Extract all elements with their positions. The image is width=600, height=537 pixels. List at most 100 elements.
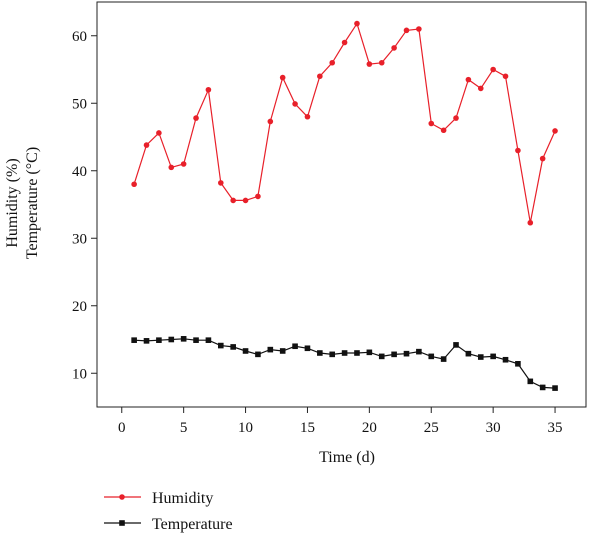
data-point-temperature xyxy=(279,348,286,354)
data-point-temperature xyxy=(515,361,521,367)
data-point-temperature xyxy=(477,354,484,360)
legend-marker-humidity xyxy=(119,494,125,500)
data-point-humidity xyxy=(217,180,224,186)
data-point-humidity xyxy=(279,74,286,81)
data-point-temperature xyxy=(317,350,323,356)
data-point-humidity xyxy=(366,61,373,67)
legend-item-temperature: Temperature xyxy=(104,516,233,533)
y-axis: 10 20 30 40 50 60 xyxy=(72,29,97,382)
data-point-humidity xyxy=(391,45,397,51)
series-layer xyxy=(131,20,558,391)
data-point-temperature xyxy=(502,356,509,363)
data-point-temperature xyxy=(440,356,447,362)
data-point-temperature xyxy=(552,385,558,391)
series-humidity xyxy=(131,20,558,226)
y-tick-label: 40 xyxy=(72,164,87,180)
data-point-humidity xyxy=(156,130,162,136)
data-point-humidity xyxy=(440,127,447,134)
data-point-humidity xyxy=(304,113,311,120)
data-point-temperature xyxy=(292,343,298,350)
data-point-temperature xyxy=(453,342,459,348)
x-tick-label: 30 xyxy=(486,420,501,436)
data-point-temperature xyxy=(230,344,236,350)
data-point-humidity xyxy=(477,85,484,92)
data-point-temperature xyxy=(267,346,274,353)
data-point-humidity xyxy=(428,120,435,127)
data-point-humidity xyxy=(416,26,422,32)
data-point-humidity xyxy=(552,128,558,134)
plot-frame xyxy=(96,1,587,408)
data-point-temperature xyxy=(366,349,373,356)
data-point-humidity xyxy=(490,66,496,73)
legend-label-humidity: Humidity xyxy=(152,490,213,507)
data-point-temperature xyxy=(329,351,336,358)
plot-border xyxy=(96,1,587,408)
data-point-humidity xyxy=(242,197,249,204)
data-point-humidity xyxy=(515,147,521,154)
data-point-humidity xyxy=(378,59,385,66)
data-point-humidity xyxy=(205,86,212,93)
data-point-humidity xyxy=(329,59,336,66)
data-point-humidity xyxy=(453,115,459,121)
data-point-temperature xyxy=(391,351,397,358)
data-point-humidity xyxy=(502,73,509,80)
y-tick-label: 30 xyxy=(72,231,87,247)
data-point-humidity xyxy=(539,155,546,162)
data-point-temperature xyxy=(416,348,422,355)
data-point-temperature xyxy=(156,337,162,343)
y-tick-label: 50 xyxy=(72,96,87,112)
data-point-humidity xyxy=(465,76,472,83)
data-point-temperature xyxy=(490,353,496,360)
series-temperature xyxy=(131,336,558,391)
data-point-humidity xyxy=(403,27,410,34)
y-tick-label: 20 xyxy=(72,299,87,315)
data-point-temperature xyxy=(354,350,360,356)
data-point-temperature xyxy=(539,384,546,391)
y-axis-title-line-1: Humidity (%) xyxy=(4,158,21,247)
x-tick-label: 20 xyxy=(362,420,377,436)
data-point-temperature xyxy=(242,348,249,354)
data-point-temperature xyxy=(143,338,150,344)
data-point-temperature xyxy=(205,337,212,343)
x-tick-label: 0 xyxy=(118,420,126,436)
data-point-humidity xyxy=(255,193,261,200)
legend: Humidity Temperature xyxy=(104,490,233,533)
data-point-temperature xyxy=(255,351,261,358)
data-point-temperature xyxy=(304,345,311,352)
data-point-temperature xyxy=(527,378,534,385)
data-point-temperature xyxy=(217,342,224,349)
x-tick-label: 35 xyxy=(548,420,563,436)
x-axis: 0 5 10 15 20 25 30 35 xyxy=(118,407,563,436)
data-point-humidity xyxy=(354,20,360,27)
y-tick-label: 60 xyxy=(72,29,87,45)
series-line-humidity xyxy=(133,22,556,223)
y-tick-label: 10 xyxy=(72,366,87,382)
data-point-temperature xyxy=(341,350,348,356)
data-point-humidity xyxy=(180,161,187,167)
data-point-temperature xyxy=(465,350,472,357)
x-axis-title: Time (d) xyxy=(319,449,375,466)
data-point-temperature xyxy=(168,336,175,343)
data-point-humidity xyxy=(168,164,175,171)
data-point-temperature xyxy=(378,353,385,360)
data-point-temperature xyxy=(428,353,435,360)
data-point-humidity xyxy=(292,101,298,107)
series-line-temperature xyxy=(134,338,556,389)
data-point-temperature xyxy=(180,336,187,342)
x-tick-label: 10 xyxy=(238,420,253,436)
data-point-temperature xyxy=(403,350,410,357)
data-point-humidity xyxy=(341,39,348,46)
y-axis-title-line-2: Temperature (°C) xyxy=(24,147,41,259)
x-tick-label: 15 xyxy=(300,420,315,436)
data-point-humidity xyxy=(193,115,199,121)
legend-label-temperature: Temperature xyxy=(152,516,233,533)
data-point-humidity xyxy=(527,219,534,226)
x-tick-label: 25 xyxy=(424,420,439,436)
data-point-temperature xyxy=(131,337,137,343)
data-point-humidity xyxy=(230,197,236,204)
legend-marker-temperature xyxy=(119,520,125,526)
data-point-humidity xyxy=(143,142,150,148)
data-point-temperature xyxy=(193,337,199,343)
data-point-humidity xyxy=(267,118,274,125)
